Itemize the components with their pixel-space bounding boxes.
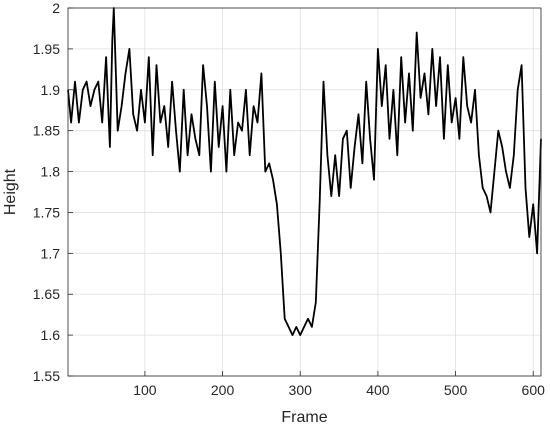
plot-frame	[67, 7, 542, 377]
x-axis-label: Frame	[281, 409, 327, 426]
y-tick-label: 1.55	[33, 368, 60, 384]
x-tick-label: 100	[133, 382, 157, 398]
y-tick-label: 1.8	[41, 164, 61, 180]
y-tick-label: 1.95	[33, 41, 60, 57]
y-tick-label: 2	[52, 0, 60, 16]
y-tick-label: 1.65	[33, 286, 60, 302]
y-tick-label: 1.9	[41, 82, 61, 98]
y-tick-label: 1.6	[41, 327, 61, 343]
y-tick-label: 1.85	[33, 123, 60, 139]
x-tick-label: 200	[211, 382, 235, 398]
x-tick-label: 500	[444, 382, 468, 398]
series-line	[67, 7, 542, 336]
x-tick-label: 300	[289, 382, 313, 398]
x-tick-label: 600	[522, 382, 546, 398]
x-axis-ticks: 100 200 300 400 500 600	[133, 371, 545, 398]
y-tick-label: 1.75	[33, 204, 60, 220]
y-axis-label: Height	[2, 168, 19, 215]
grid-lines	[68, 7, 541, 377]
y-tick-label: 1.7	[41, 245, 61, 261]
x-tick-label: 400	[366, 382, 390, 398]
y-axis-ticks: 1.55 1.6 1.65 1.7 1.75 1.8 1.85 1.9 1.95 2	[33, 0, 73, 384]
